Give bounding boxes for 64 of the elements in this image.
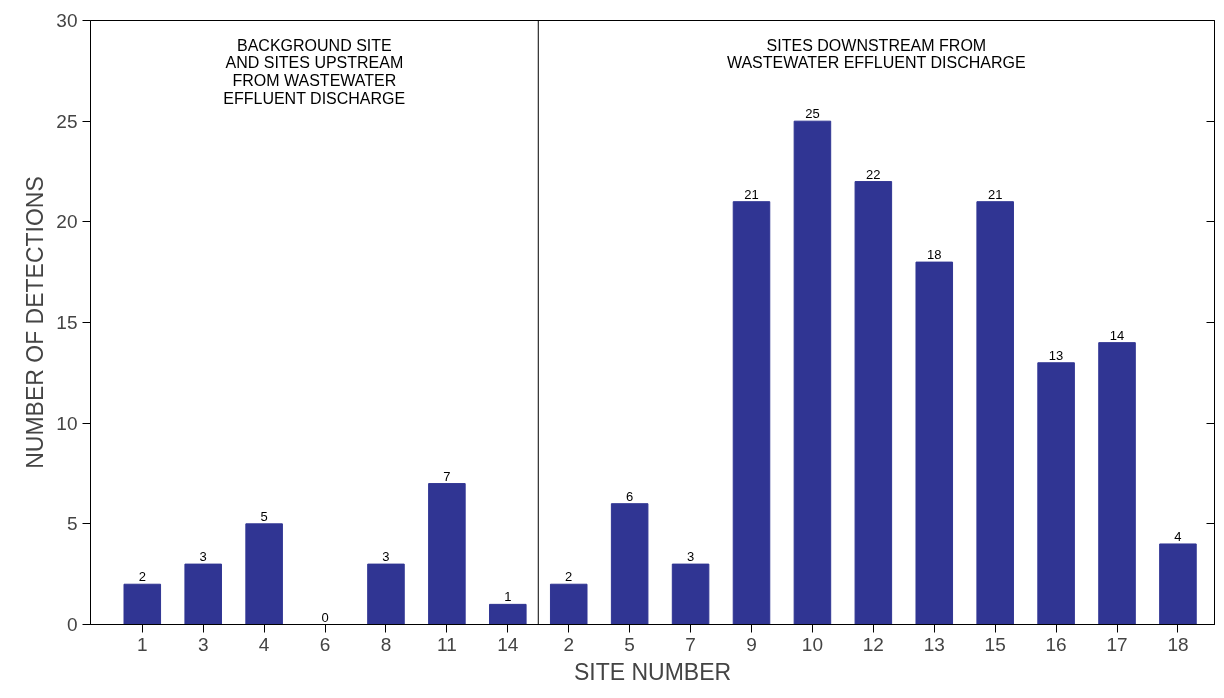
data-label: 4 bbox=[1174, 528, 1182, 544]
x-tick-label: 14 bbox=[497, 633, 519, 655]
x-tick-label: 2 bbox=[563, 633, 575, 655]
bar bbox=[367, 563, 405, 625]
bar bbox=[915, 261, 954, 625]
data-label: 5 bbox=[260, 508, 268, 524]
data-label: 18 bbox=[927, 247, 942, 263]
x-tick-label: 1 bbox=[137, 633, 148, 655]
x-tick-label: 12 bbox=[862, 633, 884, 655]
data-label: 21 bbox=[987, 186, 1003, 202]
data-label: 3 bbox=[382, 549, 390, 565]
y-tick-label: 30 bbox=[56, 10, 78, 31]
data-label: 2 bbox=[138, 569, 146, 585]
bar bbox=[1159, 543, 1197, 625]
y-tick-label: 0 bbox=[66, 614, 78, 635]
x-tick-label: 16 bbox=[1045, 633, 1067, 655]
x-tick-label: 10 bbox=[801, 633, 823, 655]
data-label: 2 bbox=[565, 569, 573, 585]
data-label: 3 bbox=[686, 549, 695, 565]
data-label: 6 bbox=[626, 488, 634, 504]
bar bbox=[549, 583, 588, 625]
bar bbox=[184, 563, 222, 625]
bar bbox=[732, 201, 771, 625]
y-tick-label: 25 bbox=[56, 110, 78, 132]
y-tick-label: 20 bbox=[56, 211, 78, 233]
annotation: BACKGROUND SITE AND SITES UPSTREAM FROM WASTEWATER EFFLUENT DISCHARGE bbox=[223, 36, 406, 108]
data-label: 14 bbox=[1109, 327, 1125, 343]
y-tick-label: 15 bbox=[56, 312, 78, 333]
bar bbox=[123, 583, 162, 625]
x-tick-label: 18 bbox=[1167, 633, 1189, 655]
bar bbox=[671, 563, 710, 625]
data-label: 22 bbox=[866, 166, 881, 182]
data-label: 13 bbox=[1048, 347, 1064, 363]
x-tick-label: 8 bbox=[380, 633, 392, 655]
bar bbox=[610, 503, 649, 625]
x-tick-label: 5 bbox=[624, 633, 635, 655]
x-tick-label: 7 bbox=[685, 633, 696, 655]
bar bbox=[976, 201, 1014, 625]
y-tick-label: 5 bbox=[66, 513, 78, 535]
x-tick-label: 3 bbox=[197, 633, 209, 655]
bar bbox=[793, 120, 832, 625]
data-label: 3 bbox=[199, 549, 207, 565]
y-tick-label: 10 bbox=[56, 412, 78, 434]
bar bbox=[1098, 342, 1136, 625]
x-tick-label: 17 bbox=[1106, 633, 1128, 655]
x-tick-label: 13 bbox=[923, 633, 945, 655]
x-tick-label: 4 bbox=[258, 633, 270, 655]
bar bbox=[489, 603, 527, 625]
x-axis-title: SITE NUMBER bbox=[573, 658, 732, 685]
bar bbox=[1037, 362, 1075, 625]
x-tick-label: 6 bbox=[319, 633, 331, 655]
y-axis-title: NUMBER OF DETECTIONS bbox=[22, 176, 49, 469]
bar bbox=[854, 181, 893, 625]
x-tick-label: 11 bbox=[437, 633, 457, 655]
bar bbox=[428, 483, 466, 625]
data-label: 21 bbox=[744, 186, 759, 202]
data-label: 25 bbox=[805, 106, 820, 122]
data-label: 7 bbox=[443, 468, 451, 484]
x-tick-label: 9 bbox=[746, 633, 757, 655]
bar bbox=[245, 523, 283, 625]
data-label: 0 bbox=[321, 609, 329, 625]
annotation: SITES DOWNSTREAM FROM WASTEWATER EFFLUENT DISCHARGE bbox=[726, 36, 1026, 72]
x-tick-label: 15 bbox=[984, 633, 1006, 655]
data-label: 1 bbox=[504, 589, 512, 605]
